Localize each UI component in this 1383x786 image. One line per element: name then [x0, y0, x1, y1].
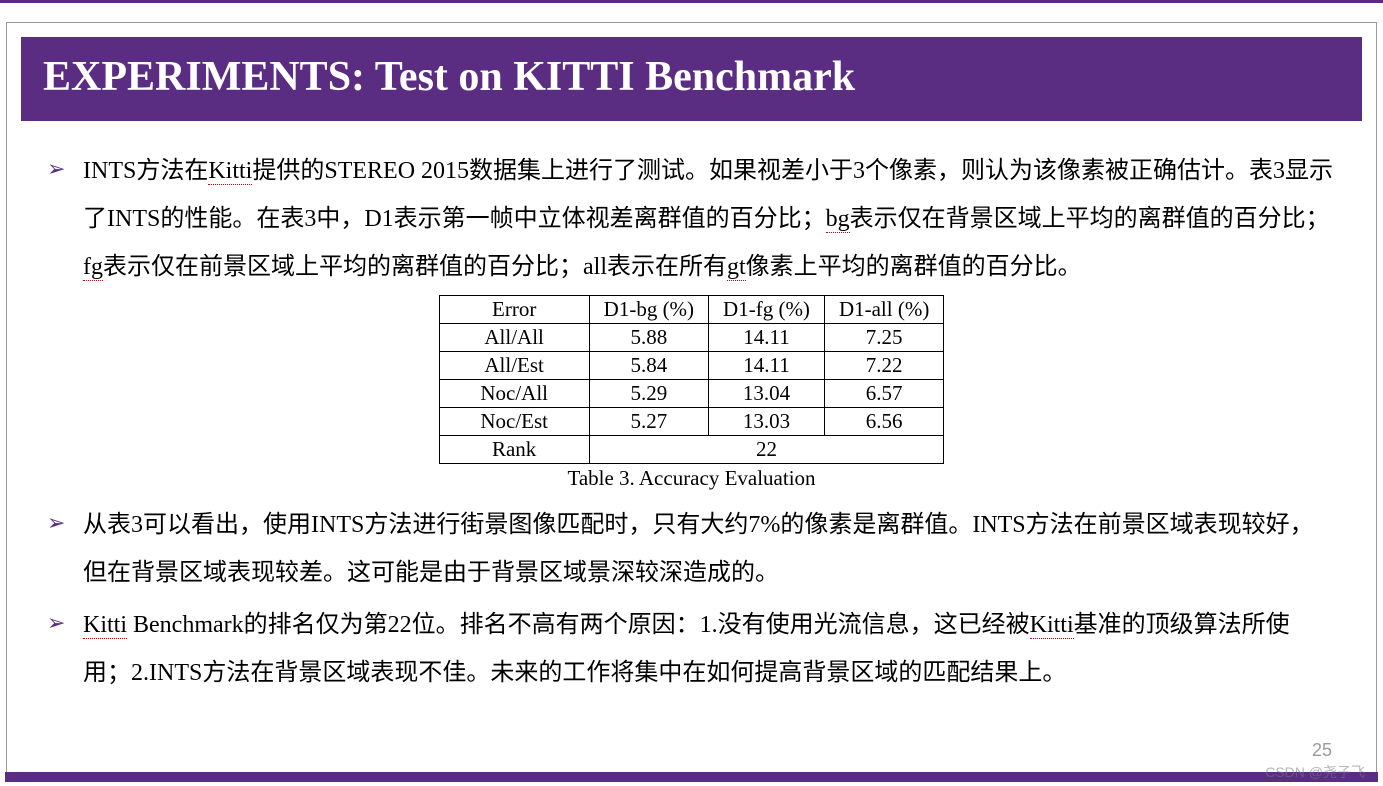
- bullet-list: INTS方法在Kitti提供的STEREO 2015数据集上进行了测试。如果视差…: [47, 147, 1336, 291]
- bullet-list-2: 从表3可以看出，使用INTS方法进行街景图像匹配时，只有大约7%的像素是离群值。…: [47, 501, 1336, 697]
- bullet-item-2: 从表3可以看出，使用INTS方法进行街景图像匹配时，只有大约7%的像素是离群值。…: [47, 501, 1336, 597]
- table-header-cell: D1-bg (%): [589, 296, 708, 324]
- accuracy-table: Error D1-bg (%) D1-fg (%) D1-all (%) All…: [439, 295, 945, 464]
- table-cell: 7.25: [824, 324, 943, 352]
- table-row: All/Est 5.84 14.11 7.22: [439, 352, 944, 380]
- table-header-cell: D1-all (%): [824, 296, 943, 324]
- text-underlined-fg: fg: [83, 254, 103, 281]
- table-cell: All/All: [439, 324, 589, 352]
- table-cell: 6.56: [824, 408, 943, 436]
- text-underlined-kitti: Kitti: [83, 612, 127, 639]
- bullet-item-1: INTS方法在Kitti提供的STEREO 2015数据集上进行了测试。如果视差…: [47, 147, 1336, 291]
- table-cell: 13.03: [709, 408, 825, 436]
- watermark-text: CSDN @尧子飞: [1265, 762, 1365, 782]
- table-caption: Table 3. Accuracy Evaluation: [567, 466, 815, 491]
- text-underlined-kitti: Kitti: [208, 158, 252, 185]
- text-underlined-gt: gt: [727, 254, 746, 281]
- text-segment: INTS方法在: [83, 158, 208, 184]
- slide-title: EXPERIMENTS: Test on KITTI Benchmark: [43, 53, 1340, 101]
- table-cell: 5.29: [589, 380, 708, 408]
- table-rank-row: Rank 22: [439, 436, 944, 464]
- top-accent-line: [0, 0, 1383, 3]
- text-underlined-bg: bg: [826, 206, 850, 233]
- text-segment: 像素上平均的离群值的百分比。: [746, 254, 1082, 280]
- table-header-row: Error D1-bg (%) D1-fg (%) D1-all (%): [439, 296, 944, 324]
- table-cell: 6.57: [824, 380, 943, 408]
- table-cell: 5.84: [589, 352, 708, 380]
- table-cell: 14.11: [709, 352, 825, 380]
- slide-content: INTS方法在Kitti提供的STEREO 2015数据集上进行了测试。如果视差…: [7, 121, 1376, 697]
- table-cell: 5.27: [589, 408, 708, 436]
- text-segment: 从表3可以看出，使用INTS方法进行街景图像匹配时，只有大约7%的像素是离群值。…: [83, 512, 1314, 586]
- table-row: Noc/Est 5.27 13.03 6.56: [439, 408, 944, 436]
- text-segment: Benchmark的排名仅为第22位。排名不高有两个原因：1.没有使用光流信息，…: [127, 612, 1030, 638]
- table-cell: 5.88: [589, 324, 708, 352]
- table-container: Error D1-bg (%) D1-fg (%) D1-all (%) All…: [47, 295, 1336, 491]
- table-cell: Noc/Est: [439, 408, 589, 436]
- bottom-accent-bar: [5, 772, 1378, 782]
- table-cell: 13.04: [709, 380, 825, 408]
- table-row: Noc/All 5.29 13.04 6.57: [439, 380, 944, 408]
- bullet-item-3: Kitti Benchmark的排名仅为第22位。排名不高有两个原因：1.没有使…: [47, 601, 1336, 697]
- text-segment: 表示仅在背景区域上平均的离群值的百分比；: [850, 206, 1330, 232]
- slide-frame: EXPERIMENTS: Test on KITTI Benchmark INT…: [6, 22, 1377, 780]
- table-cell: 7.22: [824, 352, 943, 380]
- table-cell: Rank: [439, 436, 589, 464]
- text-underlined-kitti: Kitti: [1030, 612, 1074, 639]
- table-header-cell: Error: [439, 296, 589, 324]
- page-number: 25: [1312, 740, 1332, 761]
- title-bar: EXPERIMENTS: Test on KITTI Benchmark: [21, 37, 1362, 121]
- table-cell-rank: 22: [589, 436, 944, 464]
- table-cell: 14.11: [709, 324, 825, 352]
- table-row: All/All 5.88 14.11 7.25: [439, 324, 944, 352]
- table-header-cell: D1-fg (%): [709, 296, 825, 324]
- table-cell: All/Est: [439, 352, 589, 380]
- text-segment: 表示仅在前景区域上平均的离群值的百分比；all表示在所有: [103, 254, 727, 280]
- table-cell: Noc/All: [439, 380, 589, 408]
